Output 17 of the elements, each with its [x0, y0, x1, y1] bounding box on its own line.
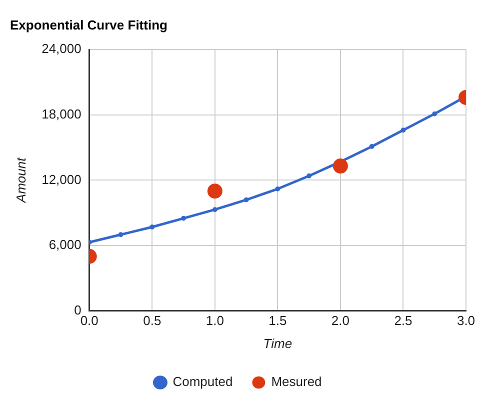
x-axis-title: Time — [263, 336, 292, 351]
x-tick-label: 0.0 — [80, 313, 98, 328]
x-tick-label: 1.5 — [268, 313, 287, 328]
y-tick-label: 6,000 — [48, 237, 82, 252]
chart-title: Exponential Curve Fitting — [10, 17, 168, 32]
x-tick-label: 2.0 — [331, 313, 350, 328]
x-tick-label: 1.0 — [206, 313, 224, 328]
x-tick-label: 2.5 — [394, 313, 412, 328]
x-tick-label: 0.5 — [143, 313, 162, 328]
y-tick-label: 24,000 — [42, 41, 82, 56]
y-tick-label: 12,000 — [42, 172, 82, 187]
y-tick-label: 0 — [74, 302, 82, 318]
legend-label: Computed — [172, 374, 233, 390]
y-tick-label: 18,000 — [42, 106, 82, 122]
x-tick-label: 3.0 — [456, 313, 476, 328]
y-axis-title: Amount — [13, 156, 28, 204]
legend-label: Mesured — [271, 374, 322, 390]
